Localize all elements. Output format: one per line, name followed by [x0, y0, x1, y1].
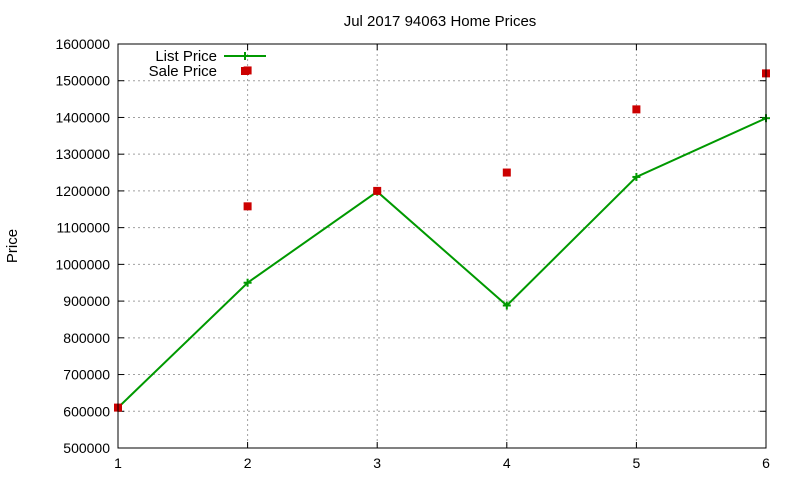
y-tick-label: 800000 — [63, 330, 110, 346]
y-tick-label: 1400000 — [55, 109, 110, 125]
x-axis-ticks: 1 2 3 4 5 6 — [114, 44, 770, 471]
chart-title: Jul 2017 94063 Home Prices — [344, 13, 537, 30]
y-tick-label: 500000 — [63, 440, 110, 456]
x-tick-label: 3 — [373, 455, 381, 471]
legend-sale-marker — [241, 67, 249, 75]
x-tick-label: 2 — [244, 455, 252, 471]
x-tick-label: 5 — [633, 455, 641, 471]
legend: List Price Sale Price — [149, 48, 266, 80]
y-tick-label: 1300000 — [55, 146, 110, 162]
y-tick-label: 700000 — [63, 367, 110, 383]
y-tick-label: 1600000 — [55, 36, 110, 52]
x-tick-label: 1 — [114, 455, 122, 471]
list-price-line — [117, 117, 767, 409]
y-tick-label: 1000000 — [55, 256, 110, 272]
legend-label-sale-price: Sale Price — [149, 63, 217, 80]
y-tick-label: 1200000 — [55, 183, 110, 199]
legend-swatch-sale-price — [241, 67, 249, 75]
list-price-point — [632, 172, 641, 181]
sale-price-point — [502, 168, 511, 177]
list-price-series — [114, 114, 770, 412]
y-axis-label: Price — [4, 229, 21, 263]
y-tick-label: 1100000 — [57, 220, 111, 236]
sale-price-point — [373, 186, 382, 195]
list-price-point — [502, 301, 511, 310]
sale-price-series — [114, 66, 770, 412]
y-tick-label: 600000 — [63, 403, 110, 419]
x-tick-label: 6 — [762, 455, 770, 471]
list-price-point — [243, 278, 252, 287]
grid-lines — [118, 44, 766, 448]
y-axis-ticks: 500000 600000 700000 800000 900000 1000000 110… — [55, 36, 766, 456]
y-tick-label: 900000 — [63, 293, 110, 309]
sale-price-point — [243, 202, 252, 211]
x-tick-label: 4 — [503, 455, 511, 471]
legend-swatch-list-price — [224, 52, 266, 60]
sale-price-point — [632, 105, 641, 114]
legend-label-list-price: List Price — [155, 48, 217, 65]
y-tick-label: 1500000 — [55, 73, 110, 89]
plot-frame — [117, 43, 767, 449]
